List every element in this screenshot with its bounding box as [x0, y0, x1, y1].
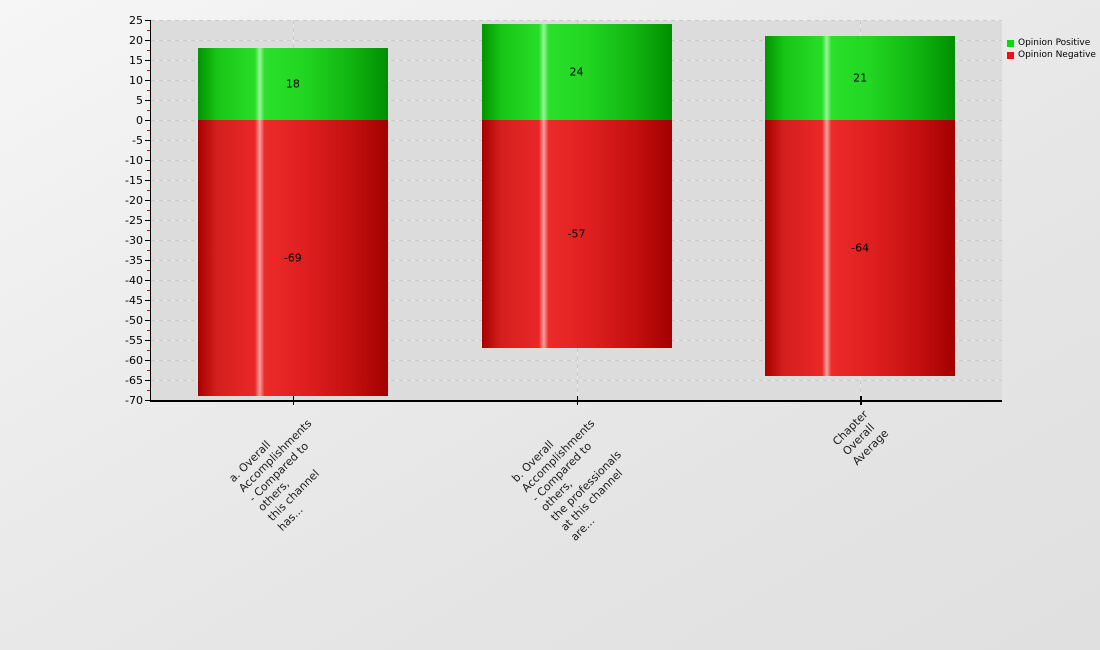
y-axis-major-tick — [145, 220, 151, 221]
y-axis-major-tick — [145, 260, 151, 261]
y-axis-tick-label: -35 — [125, 253, 143, 267]
y-axis-major-tick — [145, 60, 151, 61]
y-axis-minor-tick — [147, 170, 151, 171]
bar-segment-positive — [197, 48, 388, 120]
y-axis-tick-label: 15 — [129, 53, 143, 67]
y-axis-minor-tick — [147, 130, 151, 131]
y-axis-minor-tick — [147, 70, 151, 71]
y-axis-major-tick — [145, 380, 151, 381]
legend-label: Opinion Positive — [1018, 38, 1091, 48]
y-axis-major-tick — [145, 180, 151, 181]
y-axis-minor-tick — [147, 310, 151, 311]
y-axis-minor-tick — [147, 250, 151, 251]
y-axis-tick-label: 10 — [129, 73, 143, 87]
y-axis-tick-label: -50 — [125, 313, 143, 327]
legend-label: Opinion Negative — [1018, 50, 1096, 60]
y-axis-minor-tick — [147, 370, 151, 371]
y-axis-minor-tick — [147, 30, 151, 31]
y-axis-tick-label: -10 — [125, 153, 143, 167]
legend-item: Opinion Positive — [1007, 38, 1096, 48]
y-axis-minor-tick — [147, 270, 151, 271]
y-axis-major-tick — [145, 280, 151, 281]
y-axis-tick-label: -70 — [125, 393, 143, 407]
y-axis-major-tick — [145, 240, 151, 241]
y-axis-tick-label: -65 — [125, 373, 143, 387]
legend-item: Opinion Negative — [1007, 50, 1096, 60]
chart-legend: Opinion Positive Opinion Negative — [1007, 38, 1096, 60]
y-axis-tick-label: 0 — [136, 113, 143, 127]
y-axis-minor-tick — [147, 190, 151, 191]
y-axis-tick-label: -20 — [125, 193, 143, 207]
y-axis-tick-label: -25 — [125, 213, 143, 227]
y-axis-tick-label: -60 — [125, 353, 143, 367]
y-axis-tick-label: 25 — [129, 13, 143, 27]
y-axis-major-tick — [145, 360, 151, 361]
y-axis-tick-label: -40 — [125, 273, 143, 287]
legend-swatch-icon — [1007, 51, 1014, 59]
y-axis-major-tick — [145, 300, 151, 301]
x-axis-category-label: a. Overall Accomplishments - Compared to… — [226, 416, 322, 534]
y-axis-tick-label: -15 — [125, 173, 143, 187]
x-axis-line — [149, 400, 1002, 402]
x-axis-category-label: Chapter Overall Average — [830, 407, 891, 468]
y-axis-major-tick — [145, 400, 151, 401]
y-axis-minor-tick — [147, 390, 151, 391]
y-axis-major-tick — [145, 200, 151, 201]
y-axis-major-tick — [145, 320, 151, 321]
y-axis-major-tick — [145, 40, 151, 41]
y-axis-minor-tick — [147, 290, 151, 291]
bar-value-label-positive: 24 — [569, 65, 584, 79]
bar-segment-negative — [481, 120, 672, 348]
bar-segment-positive — [481, 24, 672, 120]
y-axis-minor-tick — [147, 110, 151, 111]
bar-segment-negative — [765, 120, 956, 376]
y-axis-major-tick — [145, 340, 151, 341]
y-axis-tick-label: 5 — [136, 93, 143, 107]
y-axis-minor-tick — [147, 350, 151, 351]
bar-value-label-negative: -69 — [283, 251, 302, 265]
y-axis-minor-tick — [147, 330, 151, 331]
bar-value-label-negative: -64 — [851, 241, 870, 255]
y-axis-tick-label: 20 — [129, 33, 143, 47]
y-axis-tick-label: -55 — [125, 333, 143, 347]
y-axis-tick-label: -5 — [132, 133, 143, 147]
y-axis-line — [149, 20, 151, 402]
y-axis-minor-tick — [147, 210, 151, 211]
bar-segment-positive — [765, 36, 956, 120]
y-axis-minor-tick — [147, 150, 151, 151]
bar-segment-negative — [197, 120, 388, 396]
y-axis-major-tick — [145, 80, 151, 81]
bar-value-label-negative: -57 — [567, 227, 586, 241]
y-axis-major-tick — [145, 20, 151, 21]
y-axis-tick-label: -30 — [125, 233, 143, 247]
bar-value-label-positive: 21 — [853, 71, 868, 85]
y-axis-major-tick — [145, 140, 151, 141]
y-axis-major-tick — [145, 120, 151, 121]
y-axis-major-tick — [145, 100, 151, 101]
bar-value-label-positive: 18 — [285, 77, 300, 91]
y-axis-tick-label: -45 — [125, 293, 143, 307]
legend-swatch-icon — [1007, 39, 1014, 47]
y-axis-minor-tick — [147, 50, 151, 51]
y-axis-minor-tick — [147, 90, 151, 91]
x-axis-category-label: b. Overall Accomplishments - Compared to… — [509, 416, 626, 544]
y-axis-minor-tick — [147, 230, 151, 231]
y-axis-major-tick — [145, 160, 151, 161]
